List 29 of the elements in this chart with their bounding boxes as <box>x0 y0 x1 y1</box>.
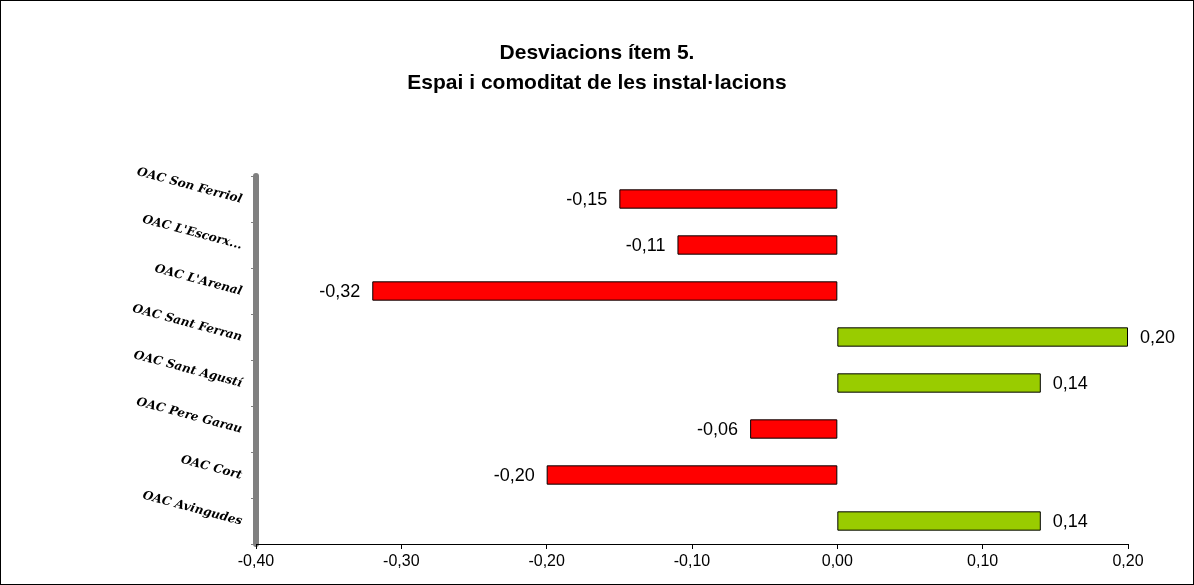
bar <box>372 281 838 301</box>
y-tick-label: OAC Sant Ferran <box>131 300 244 344</box>
y-tick-label: OAC Pere Garau <box>135 394 245 436</box>
data-label: -0,06 <box>697 419 739 439</box>
data-label: -0,20 <box>493 465 535 485</box>
x-tick-label: 0,00 <box>821 551 854 569</box>
x-tick-label: -0,10 <box>673 551 711 569</box>
data-label: 0,20 <box>1140 327 1176 347</box>
bar <box>837 327 1128 347</box>
x-tick-label: 0,20 <box>1112 551 1144 569</box>
bar <box>837 373 1041 393</box>
x-tick-label: -0,40 <box>237 551 275 569</box>
y-tick-label: OAC Cort <box>179 451 245 482</box>
x-tick-label: -0,30 <box>383 551 420 569</box>
bar <box>546 465 838 485</box>
y-tick-label: OAC Son Ferriol <box>135 164 245 206</box>
x-tick-label: 0,10 <box>967 551 999 569</box>
y-tick-label: OAC Sant Agustí <box>132 347 246 391</box>
chart-title: Desviacions ítem 5. Espai i comoditat de les instal·lacions <box>407 39 787 93</box>
data-label: 0,14 <box>1052 373 1088 393</box>
x-tick-label: -0,20 <box>528 551 565 569</box>
bar <box>619 189 838 209</box>
bar <box>750 419 838 439</box>
bar <box>837 511 1041 531</box>
data-label: -0,32 <box>319 281 361 301</box>
bar <box>677 235 838 255</box>
data-label: -0,15 <box>566 189 608 209</box>
data-label: 0,14 <box>1052 511 1088 531</box>
data-label: -0,11 <box>625 235 666 255</box>
